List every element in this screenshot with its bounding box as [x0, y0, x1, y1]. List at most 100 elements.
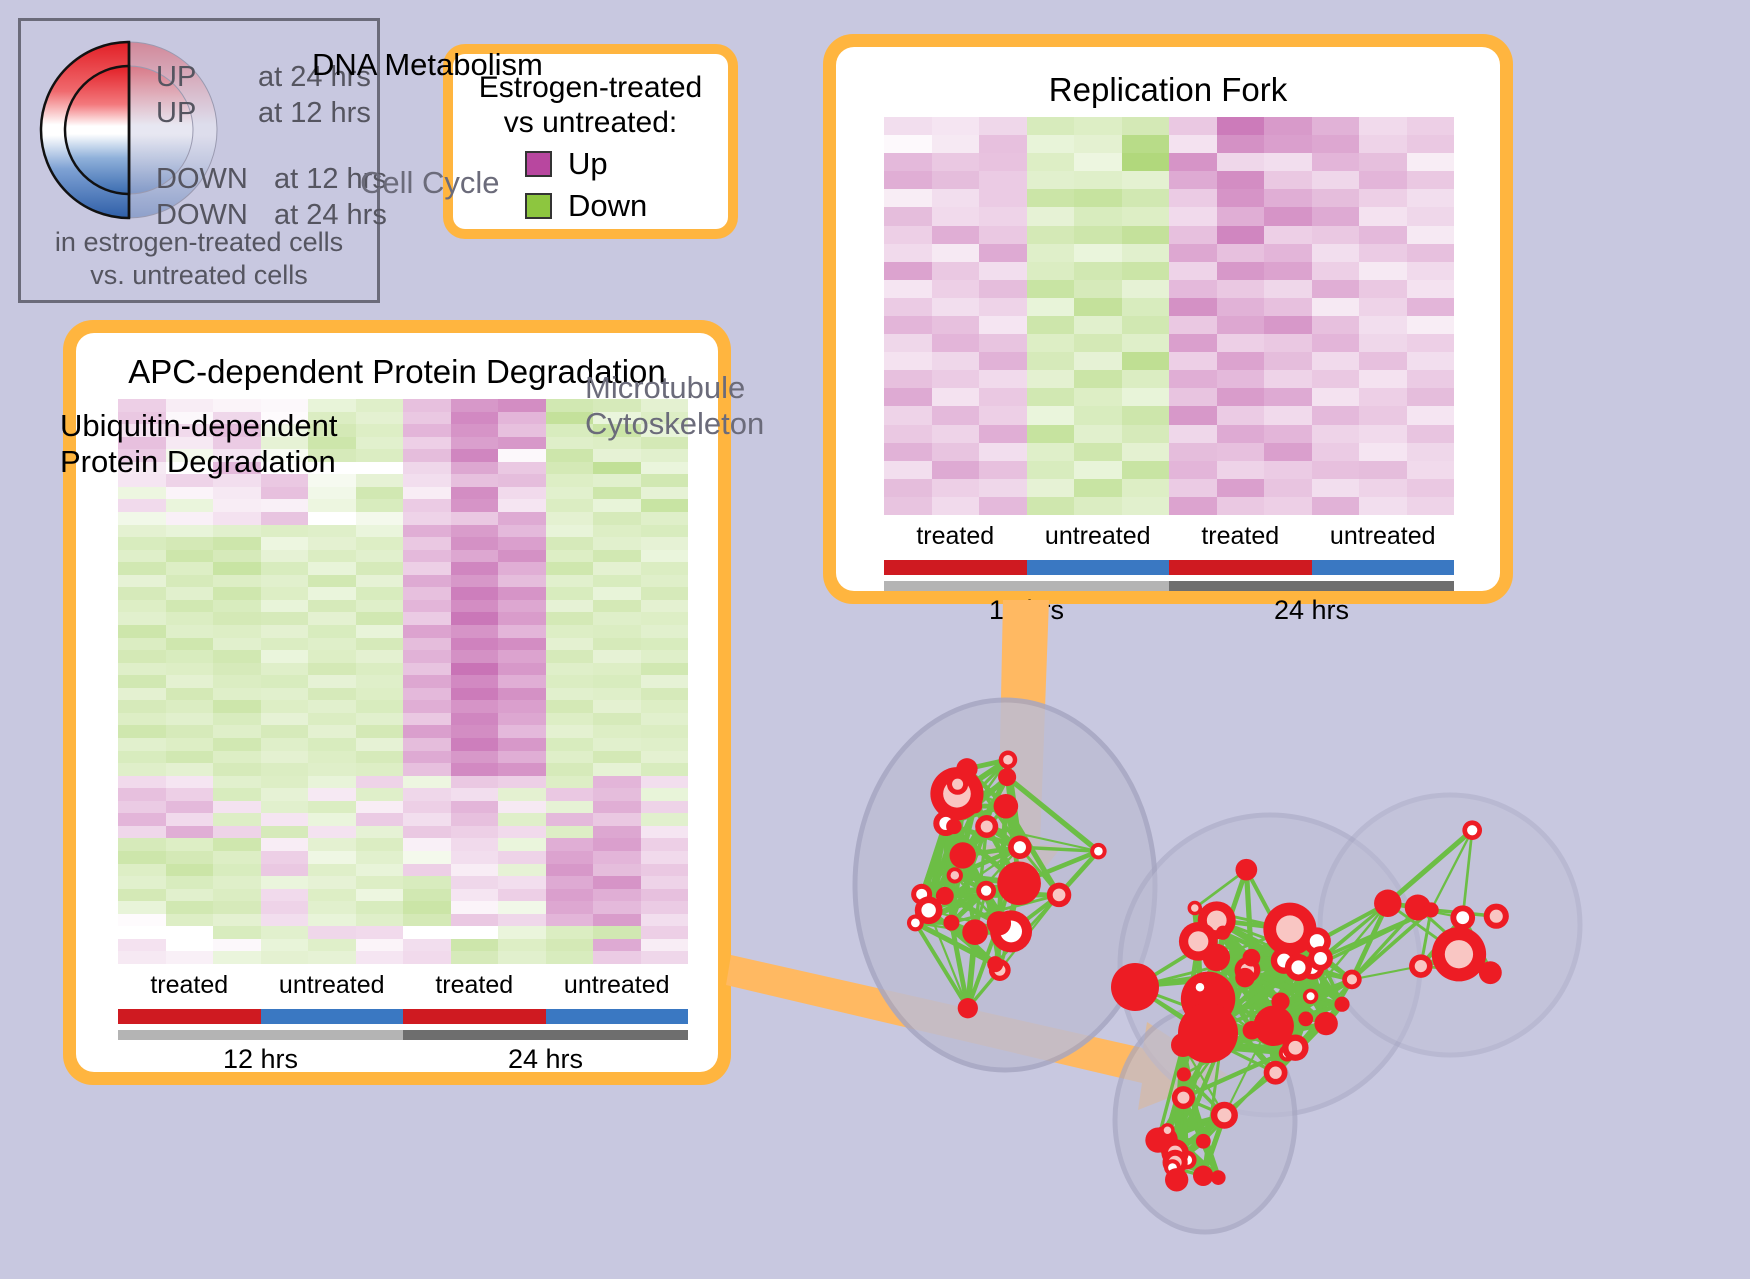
heatmap-cell	[593, 825, 641, 839]
heatmap-cell	[1406, 171, 1454, 190]
heatmap-cell	[545, 411, 593, 425]
heatmap-cell	[545, 938, 593, 952]
heatmap-cell	[1406, 334, 1454, 353]
heatmap-cell	[498, 675, 546, 688]
heatmap-cell	[1121, 352, 1169, 371]
heatmap-cell	[450, 725, 498, 738]
heatmap-cell	[308, 499, 356, 512]
heatmap-cell	[118, 675, 166, 688]
heatmap-cell	[213, 901, 261, 914]
heatmap-cell	[979, 117, 1027, 136]
heatmap-cell	[498, 913, 546, 927]
heatmap-cell	[1311, 424, 1359, 443]
heatmap-cell	[1026, 117, 1074, 136]
heatmap-cell	[403, 825, 451, 839]
heatmap-cell	[545, 637, 593, 651]
heatmap-cell	[403, 888, 451, 902]
heatmap-cell	[979, 297, 1027, 316]
heatmap-cell	[403, 524, 451, 538]
heatmap-cell	[593, 838, 641, 851]
heatmap-cell	[118, 587, 166, 600]
heatmap-cell	[213, 850, 261, 864]
heatmap-cell	[1026, 352, 1074, 371]
timepoint-color-bar-replication	[884, 581, 1454, 591]
heatmap-cell	[1169, 460, 1217, 479]
legend-title-line2: vs untreated:	[503, 106, 678, 140]
heatmap-cell	[884, 406, 932, 425]
network-node	[997, 861, 1041, 906]
heatmap-cell	[1074, 352, 1122, 371]
heatmap-cell	[1121, 207, 1169, 226]
color-key-caption-line2: vs. untreated cells	[90, 259, 308, 290]
heatmap-cell	[213, 737, 261, 751]
heatmap-cell	[308, 537, 356, 550]
heatmap-cell	[593, 549, 641, 563]
heatmap-cell	[450, 461, 498, 475]
timepoint-label: 24 hrs	[1273, 595, 1350, 625]
heatmap-cell	[1169, 388, 1217, 407]
heatmap-cell	[1074, 334, 1122, 353]
heatmap-cell	[1311, 135, 1359, 154]
heatmap-cell	[1359, 243, 1407, 262]
heatmap-cell	[213, 537, 261, 550]
heatmap-cell	[355, 926, 403, 939]
heatmap-cell	[1169, 225, 1217, 244]
heatmap-cell	[979, 243, 1027, 262]
heatmap-cell	[355, 599, 403, 613]
heatmap-cell	[498, 499, 546, 512]
heatmap-cell	[213, 675, 261, 688]
heatmap-cell	[308, 712, 356, 726]
heatmap-cell	[640, 951, 688, 964]
heatmap-cell	[403, 687, 451, 701]
heatmap-cell	[545, 813, 593, 826]
network-node	[1178, 1003, 1238, 1063]
condition-color-segment	[403, 1009, 546, 1024]
heatmap-cell	[308, 775, 356, 789]
heatmap-cell	[640, 938, 688, 952]
heatmap-cell	[979, 388, 1027, 407]
heatmap-cell	[213, 587, 261, 600]
timepoint-label: 24 hrs	[507, 1044, 584, 1074]
heatmap-cell	[118, 800, 166, 814]
heatmap-cell	[931, 171, 979, 190]
heatmap-cell	[545, 876, 593, 889]
heatmap-cell	[1074, 442, 1122, 461]
heatmap-cell	[355, 825, 403, 839]
cluster-label-cell-cycle: Cell Cycle	[360, 165, 500, 200]
heatmap-cell	[165, 951, 213, 964]
heatmap-cell	[308, 461, 356, 475]
heatmap-cell	[640, 650, 688, 663]
heatmap-cell	[1406, 370, 1454, 389]
heatmap-cell	[260, 700, 308, 713]
heatmap-cell	[308, 562, 356, 575]
heatmap-cell	[403, 637, 451, 651]
heatmap-cell	[308, 612, 356, 625]
heatmap-cell	[118, 687, 166, 701]
cluster-label-microtubule: Microtubule Cytoskeleton	[585, 370, 765, 441]
heatmap-cell	[118, 712, 166, 726]
heatmap-cell	[498, 825, 546, 839]
heatmap-cell	[403, 486, 451, 500]
heatmap-cell	[165, 524, 213, 538]
heatmap-cell	[450, 562, 498, 575]
heatmap-cell	[593, 662, 641, 676]
heatmap-cell	[1359, 316, 1407, 335]
heatmap-cell	[931, 189, 979, 208]
heatmap-cell	[931, 496, 979, 515]
heatmap-cell	[884, 352, 932, 371]
heatmap-cell	[1311, 406, 1359, 425]
heatmap-cell	[118, 549, 166, 563]
heatmap-cell	[308, 599, 356, 613]
heatmap-cell	[884, 207, 932, 226]
heatmap-cell	[498, 700, 546, 713]
heatmap-cell	[213, 825, 261, 839]
heatmap-cell	[593, 499, 641, 512]
heatmap-cell	[403, 813, 451, 826]
heatmap-cell	[593, 612, 641, 625]
heatmap-cell	[1406, 496, 1454, 515]
heatmap-cell	[165, 511, 213, 525]
network-edge	[1005, 775, 1101, 854]
heatmap-cell	[884, 297, 932, 316]
heatmap-cell	[403, 537, 451, 550]
heatmap-cell	[450, 750, 498, 764]
